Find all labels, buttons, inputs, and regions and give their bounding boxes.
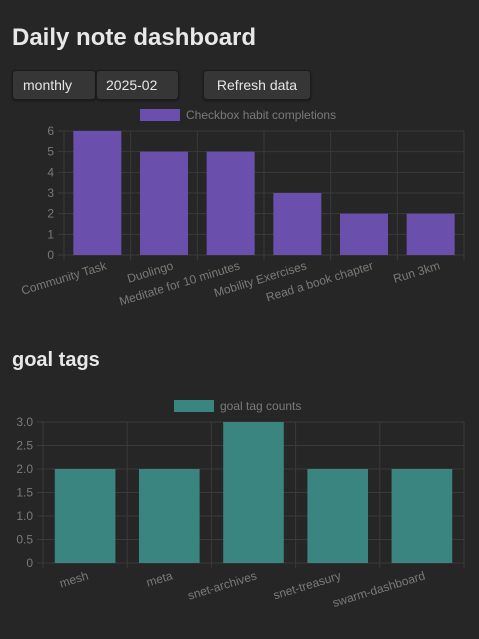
y-tick-label: 2 (47, 207, 54, 221)
month-input[interactable]: 2025-02 (96, 70, 179, 100)
x-tick-label: mesh (58, 568, 90, 590)
y-tick-label: 0.5 (16, 533, 33, 547)
bar-community-task (73, 131, 122, 255)
x-tick-label: Community Task (19, 258, 109, 298)
bar-snet-archives (223, 422, 284, 563)
x-tick-label: swarm-dashboard (331, 568, 427, 609)
y-tick-label: 0 (47, 248, 54, 262)
refresh-data-button[interactable]: Refresh data (203, 70, 311, 100)
bar-mesh (54, 469, 116, 563)
bar-meditate-for-10-minutes (206, 151, 255, 255)
x-tick-label: Run 3km (392, 258, 442, 285)
y-tick-label: 1 (47, 227, 54, 241)
x-tick-label: meta (145, 568, 175, 589)
y-tick-label: 2.5 (16, 439, 33, 453)
bar-mobility-exercises (273, 193, 322, 255)
bar-snet-treasury (307, 469, 369, 563)
legend-label: Checkbox habit completions (186, 108, 336, 122)
y-tick-label: 4 (47, 165, 54, 179)
goal-tags-chart: 0 0.5 1.0 1.5 2.0 2.5 3.0 mesh meta snet-archives… (16, 399, 465, 610)
page-title: Daily note dashboard (12, 24, 257, 51)
y-tick-label: 0 (26, 556, 33, 570)
bar-swarm-dashboard (391, 469, 453, 563)
legend-swatch (140, 109, 180, 121)
y-tick-label: 5 (47, 145, 54, 159)
period-select[interactable]: monthly (12, 70, 96, 100)
y-tick-label: 6 (47, 124, 54, 138)
legend-swatch (174, 400, 214, 412)
y-tick-label: 1.5 (16, 486, 33, 500)
y-tick-label: 2.0 (16, 462, 33, 476)
bar-duolingo (140, 151, 188, 255)
legend-label: goal tag counts (220, 399, 301, 413)
y-tick-label: 1.0 (16, 509, 33, 523)
bar-read-a-book-chapter (340, 213, 388, 255)
y-tick-label: 3.0 (16, 415, 33, 429)
x-tick-label: snet-archives (186, 568, 258, 602)
goal-tags-heading: goal tags (12, 349, 100, 371)
y-tick-label: 3 (47, 186, 54, 200)
bar-meta (138, 469, 200, 563)
bar-run-3km (406, 213, 455, 255)
